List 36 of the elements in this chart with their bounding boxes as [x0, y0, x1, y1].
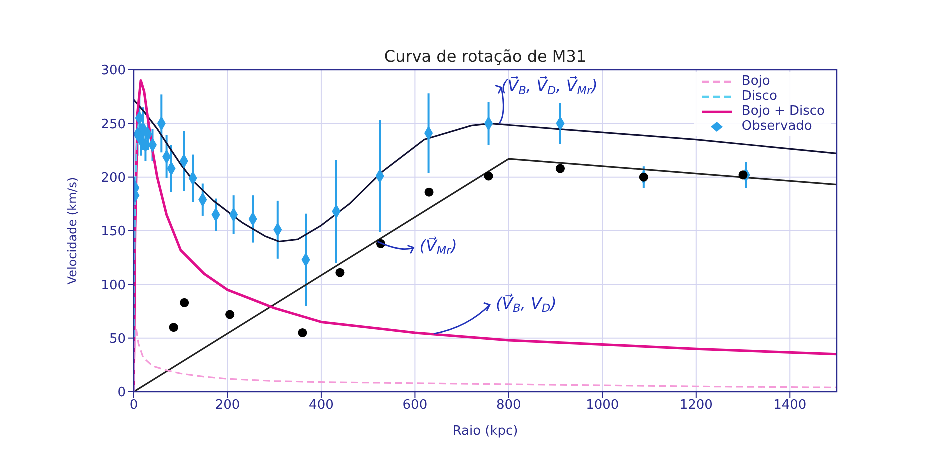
x-axis-title: Raio (kpc): [452, 424, 518, 439]
chart-title: Curva de rotação de M31: [384, 47, 587, 66]
y-tick-label: 200: [101, 170, 126, 186]
y-axis-title: Velocidade (km/s): [65, 177, 80, 285]
legend-label: Observado: [742, 119, 812, 134]
y-tick-label: 300: [101, 64, 126, 79]
annotation: (V⃗$_{B}$, V⃗$_{D}$, V⃗$_{Mr}$): [502, 76, 598, 98]
point: [639, 172, 648, 182]
y-tick-label: 100: [101, 278, 126, 294]
line-series: [134, 326, 837, 392]
point: [738, 170, 748, 180]
y-tick-label: 50: [109, 332, 126, 347]
legend-label: Bojo: [742, 74, 770, 89]
x-tick-label: 400: [309, 398, 334, 414]
point: [298, 328, 308, 338]
legend-label: Disco: [742, 89, 778, 104]
point: [484, 172, 494, 181]
point: [556, 164, 565, 174]
point: [169, 323, 178, 332]
x-tick-label: 1400: [774, 398, 807, 414]
x-tick-label: 0: [130, 398, 138, 414]
annotation: (V⃗$_{B}$, V$_{D}$): [496, 293, 557, 316]
y-tick-label: 250: [101, 117, 126, 132]
y-tick-label: 0: [118, 386, 126, 401]
legend-label: Bojo + Disco: [742, 104, 825, 119]
point: [336, 268, 345, 278]
x-tick-label: 200: [215, 398, 240, 414]
point: [424, 188, 434, 197]
x-tick-label: 1200: [680, 398, 713, 414]
x-tick-label: 800: [496, 398, 522, 414]
point: [226, 310, 235, 320]
x-tick-label: 600: [402, 398, 428, 414]
y-tick-label: 150: [101, 224, 126, 240]
point: [180, 298, 190, 308]
x-tick-label: 1000: [586, 398, 620, 414]
annotation: (V⃗$_{Mr}$): [420, 236, 458, 258]
